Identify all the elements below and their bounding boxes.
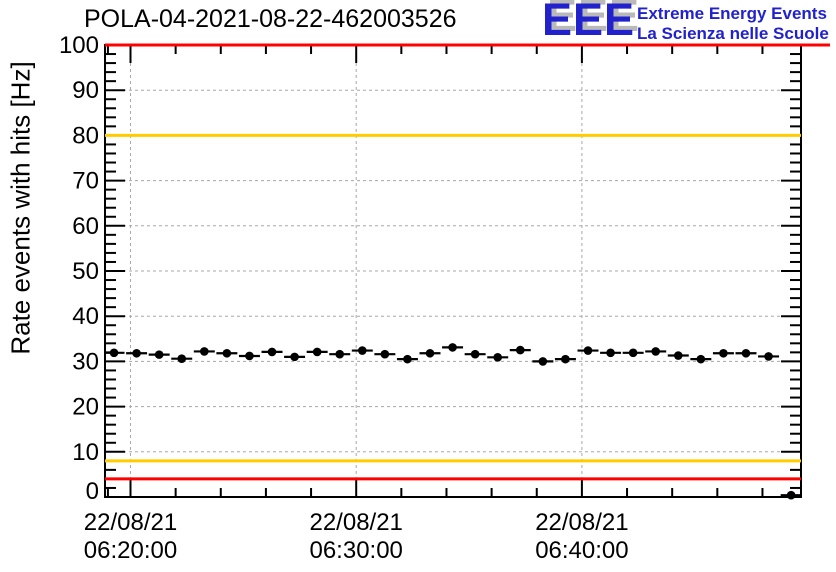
data-point <box>290 352 299 362</box>
y-tick-label: 10 <box>72 439 99 466</box>
x-tick-label-date: 22/08/21 <box>84 509 177 536</box>
data-point <box>493 353 503 362</box>
data-point <box>673 351 683 360</box>
data-point <box>222 348 232 358</box>
eee-logo-acronym-icon: EEE <box>542 0 636 45</box>
x-tick-label-date: 22/08/21 <box>309 509 402 536</box>
data-point <box>651 347 661 356</box>
data-point <box>154 350 164 359</box>
eee-logo-line1: Extreme Energy Events <box>637 4 827 23</box>
data-point <box>515 345 525 355</box>
data-point <box>357 346 367 355</box>
y-tick-label: 60 <box>72 213 99 240</box>
chart-title: POLA-04-2021-08-22-462003526 <box>84 5 457 33</box>
data-point <box>448 343 457 352</box>
data-point <box>696 354 706 364</box>
data-point <box>741 348 751 358</box>
x-tick-label-time: 06:30:00 <box>309 537 402 564</box>
data-point <box>245 351 254 361</box>
data-point <box>335 349 345 359</box>
data-point <box>628 348 638 358</box>
y-tick-label: 100 <box>59 32 99 59</box>
data-point <box>109 348 119 358</box>
y-tick-label: 0 <box>86 478 99 505</box>
y-axis-title: Rate events with hits [Hz] <box>5 61 36 355</box>
data-point <box>719 348 728 358</box>
x-tick-label-time: 06:40:00 <box>535 537 628 564</box>
data-point <box>312 347 322 357</box>
data-point <box>470 349 480 359</box>
x-tick-label-time: 06:20:00 <box>84 537 177 564</box>
y-tick-label: 30 <box>72 348 99 375</box>
data-point <box>380 349 390 359</box>
x-tick-label-date: 22/08/21 <box>535 509 628 536</box>
data-point <box>200 347 209 356</box>
data-point <box>538 357 548 366</box>
y-tick-label: 80 <box>72 122 99 149</box>
data-point <box>786 490 796 500</box>
eee-logo-line2: La Scienza nelle Scuole <box>637 24 829 43</box>
y-tick-label: 50 <box>72 258 99 285</box>
data-point <box>764 352 773 361</box>
data-point <box>403 354 412 364</box>
data-point <box>132 348 141 358</box>
y-tick-label: 40 <box>72 303 99 330</box>
data-point <box>583 346 593 355</box>
y-tick-label: 20 <box>72 394 99 421</box>
data-point <box>606 348 615 358</box>
data-point <box>267 347 277 357</box>
y-tick-label: 70 <box>72 168 99 195</box>
data-point <box>177 354 187 363</box>
data-point <box>425 348 435 358</box>
y-tick-label: 90 <box>72 77 99 104</box>
data-point <box>561 354 570 364</box>
